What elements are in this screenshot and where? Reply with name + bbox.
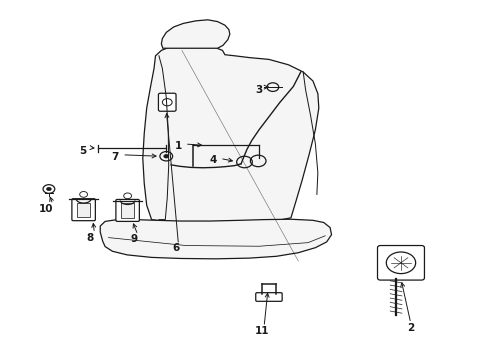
Polygon shape: [161, 20, 229, 48]
FancyBboxPatch shape: [77, 203, 90, 217]
FancyBboxPatch shape: [72, 199, 95, 221]
Text: 3: 3: [255, 85, 262, 95]
Text: 2: 2: [407, 323, 413, 333]
Circle shape: [46, 187, 51, 191]
Text: 5: 5: [80, 146, 86, 156]
FancyBboxPatch shape: [158, 93, 176, 111]
FancyBboxPatch shape: [377, 246, 424, 280]
Polygon shape: [100, 219, 331, 259]
Text: 11: 11: [254, 326, 268, 336]
FancyBboxPatch shape: [255, 293, 282, 301]
Text: 4: 4: [208, 155, 216, 165]
FancyBboxPatch shape: [116, 199, 139, 221]
Text: 10: 10: [39, 204, 54, 214]
Text: 7: 7: [111, 152, 119, 162]
Text: 6: 6: [172, 243, 179, 253]
Circle shape: [163, 154, 168, 158]
Text: 1: 1: [175, 141, 182, 151]
FancyBboxPatch shape: [121, 203, 134, 218]
Text: 8: 8: [87, 233, 94, 243]
Polygon shape: [142, 48, 318, 225]
Text: 9: 9: [131, 234, 138, 244]
